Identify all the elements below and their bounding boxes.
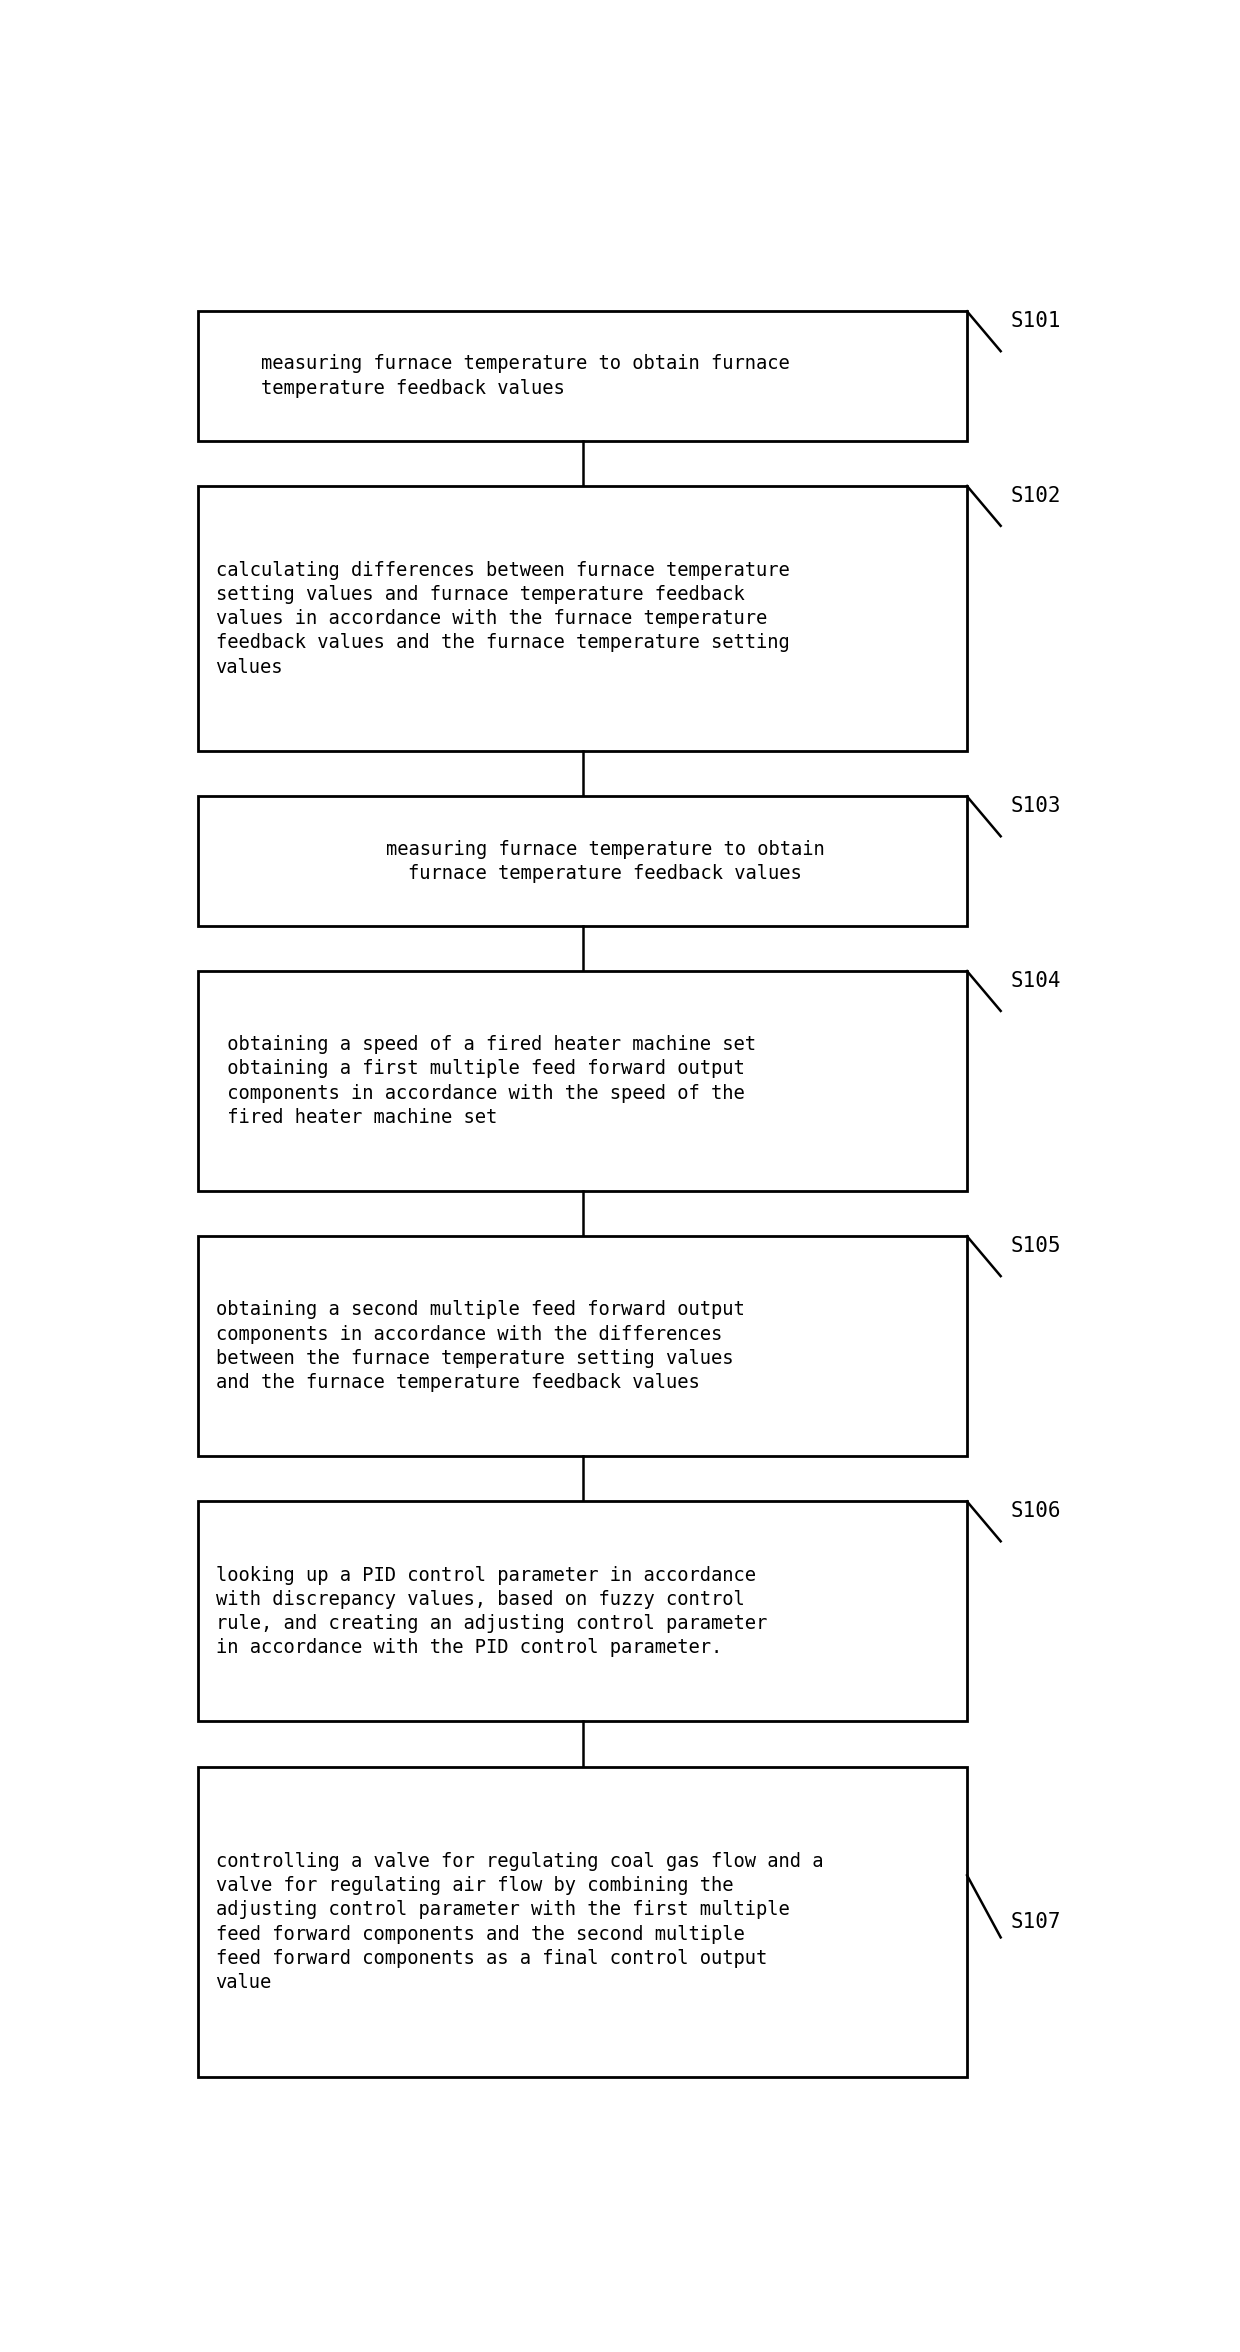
Text: calculating differences between furnace temperature
setting values and furnace t: calculating differences between furnace … [216,560,790,677]
Text: S105: S105 [1011,1237,1060,1256]
Text: S102: S102 [1011,487,1060,506]
Text: measuring furnace temperature to obtain furnace
    temperature feedback values: measuring furnace temperature to obtain … [216,355,790,397]
Bar [198,487,967,750]
Text: controlling a valve for regulating coal gas flow and a
valve for regulating air : controlling a valve for regulating coal … [216,1851,823,1992]
Text: measuring furnace temperature to obtain
    furnace temperature feedback values: measuring furnace temperature to obtain … [341,840,825,882]
Bar [198,1766,967,2077]
Bar [198,1501,967,1722]
Text: looking up a PID control parameter in accordance
with discrepancy values, based : looking up a PID control parameter in ac… [216,1566,766,1658]
Text: S103: S103 [1011,797,1060,816]
Bar [198,310,967,440]
Text: obtaining a speed of a fired heater machine set
 obtaining a first multiple feed: obtaining a speed of a fired heater mach… [216,1035,755,1127]
Text: S101: S101 [1011,310,1060,332]
Bar [198,971,967,1190]
Bar [198,1237,967,1456]
Bar [198,797,967,927]
Text: S106: S106 [1011,1501,1060,1522]
Text: S104: S104 [1011,971,1060,990]
Text: obtaining a second multiple feed forward output
components in accordance with th: obtaining a second multiple feed forward… [216,1301,744,1392]
Text: S107: S107 [1011,1912,1060,1931]
